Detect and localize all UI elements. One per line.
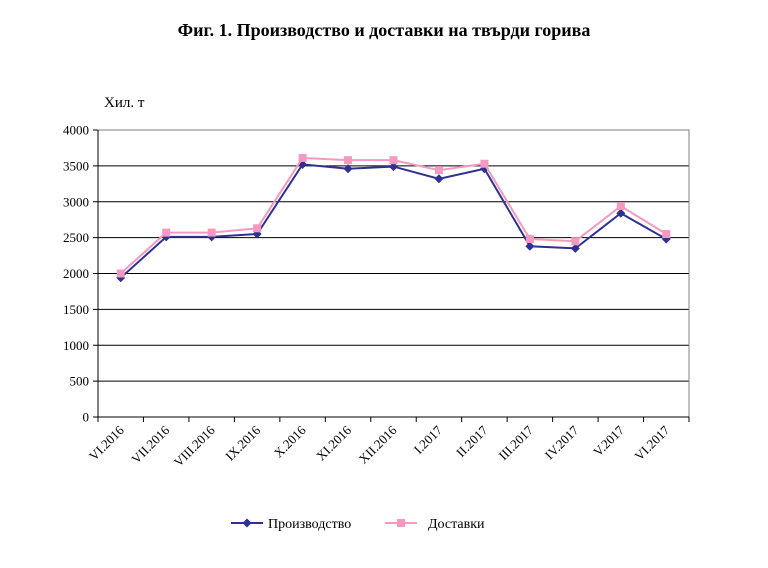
y-axis-label: Хил. т bbox=[104, 95, 145, 111]
x-tick-label: VI.2016 bbox=[86, 422, 127, 463]
y-tick-labels: 0 500 1000 1500 2000 2500 3000 3500 4000 bbox=[63, 123, 89, 425]
legend-label: Производство bbox=[268, 517, 351, 532]
data-point bbox=[434, 166, 443, 175]
y-tick-label: 0 bbox=[83, 410, 90, 425]
x-tick-label: IV.2017 bbox=[542, 422, 582, 462]
legend-marker bbox=[397, 519, 405, 527]
series-lines bbox=[116, 153, 671, 283]
data-point bbox=[162, 228, 171, 237]
data-point bbox=[616, 202, 625, 211]
x-tick-label: XII.2016 bbox=[356, 422, 400, 466]
x-tick-label: VI.2017 bbox=[631, 422, 672, 463]
data-point bbox=[525, 241, 535, 251]
data-point bbox=[389, 162, 398, 172]
data-point bbox=[116, 269, 125, 278]
x-tick-label: X.2016 bbox=[271, 422, 309, 460]
x-tick-label: V.2017 bbox=[590, 422, 627, 459]
data-point bbox=[298, 153, 307, 162]
x-tick-label: XI.2016 bbox=[313, 422, 354, 463]
x-tick-label: III.2017 bbox=[496, 422, 537, 463]
legend: Производство Доставки bbox=[231, 517, 485, 532]
x-tick-label: I.2017 bbox=[411, 422, 446, 457]
data-point bbox=[389, 156, 398, 165]
data-point bbox=[434, 174, 444, 184]
series-line-1 bbox=[120, 163, 667, 279]
x-tick-label: VIII.2016 bbox=[171, 422, 218, 469]
data-point bbox=[662, 230, 671, 239]
data-point bbox=[480, 159, 489, 168]
y-tick-label: 3000 bbox=[63, 194, 89, 209]
data-point bbox=[571, 237, 580, 246]
x-tick-label: VII.2016 bbox=[128, 422, 172, 466]
legend-label: Доставки bbox=[428, 517, 485, 532]
axes bbox=[93, 129, 690, 422]
data-point bbox=[616, 208, 626, 218]
y-tick-label: 1000 bbox=[63, 338, 89, 353]
data-point bbox=[207, 228, 216, 237]
legend-item-1: Производство bbox=[231, 517, 351, 532]
legend-item-2: Доставки bbox=[385, 517, 485, 532]
x-tick-label: II.2017 bbox=[453, 422, 491, 460]
series-line-2 bbox=[120, 156, 667, 275]
legend-marker bbox=[242, 518, 252, 528]
y-tick-label: 2000 bbox=[63, 266, 89, 281]
data-point bbox=[525, 235, 534, 244]
data-point bbox=[570, 243, 580, 253]
chart-title: Фиг. 1. Производство и доставки на твърд… bbox=[177, 20, 591, 40]
data-point bbox=[253, 224, 262, 233]
y-tick-label: 1500 bbox=[63, 302, 89, 317]
x-tick-label: IX.2016 bbox=[222, 422, 263, 463]
data-point bbox=[344, 156, 353, 165]
y-tick-label: 4000 bbox=[63, 123, 89, 138]
y-tick-label: 3500 bbox=[63, 158, 89, 173]
y-tick-label: 500 bbox=[70, 374, 90, 389]
y-tick-label: 2500 bbox=[63, 230, 89, 245]
data-point bbox=[343, 164, 353, 174]
